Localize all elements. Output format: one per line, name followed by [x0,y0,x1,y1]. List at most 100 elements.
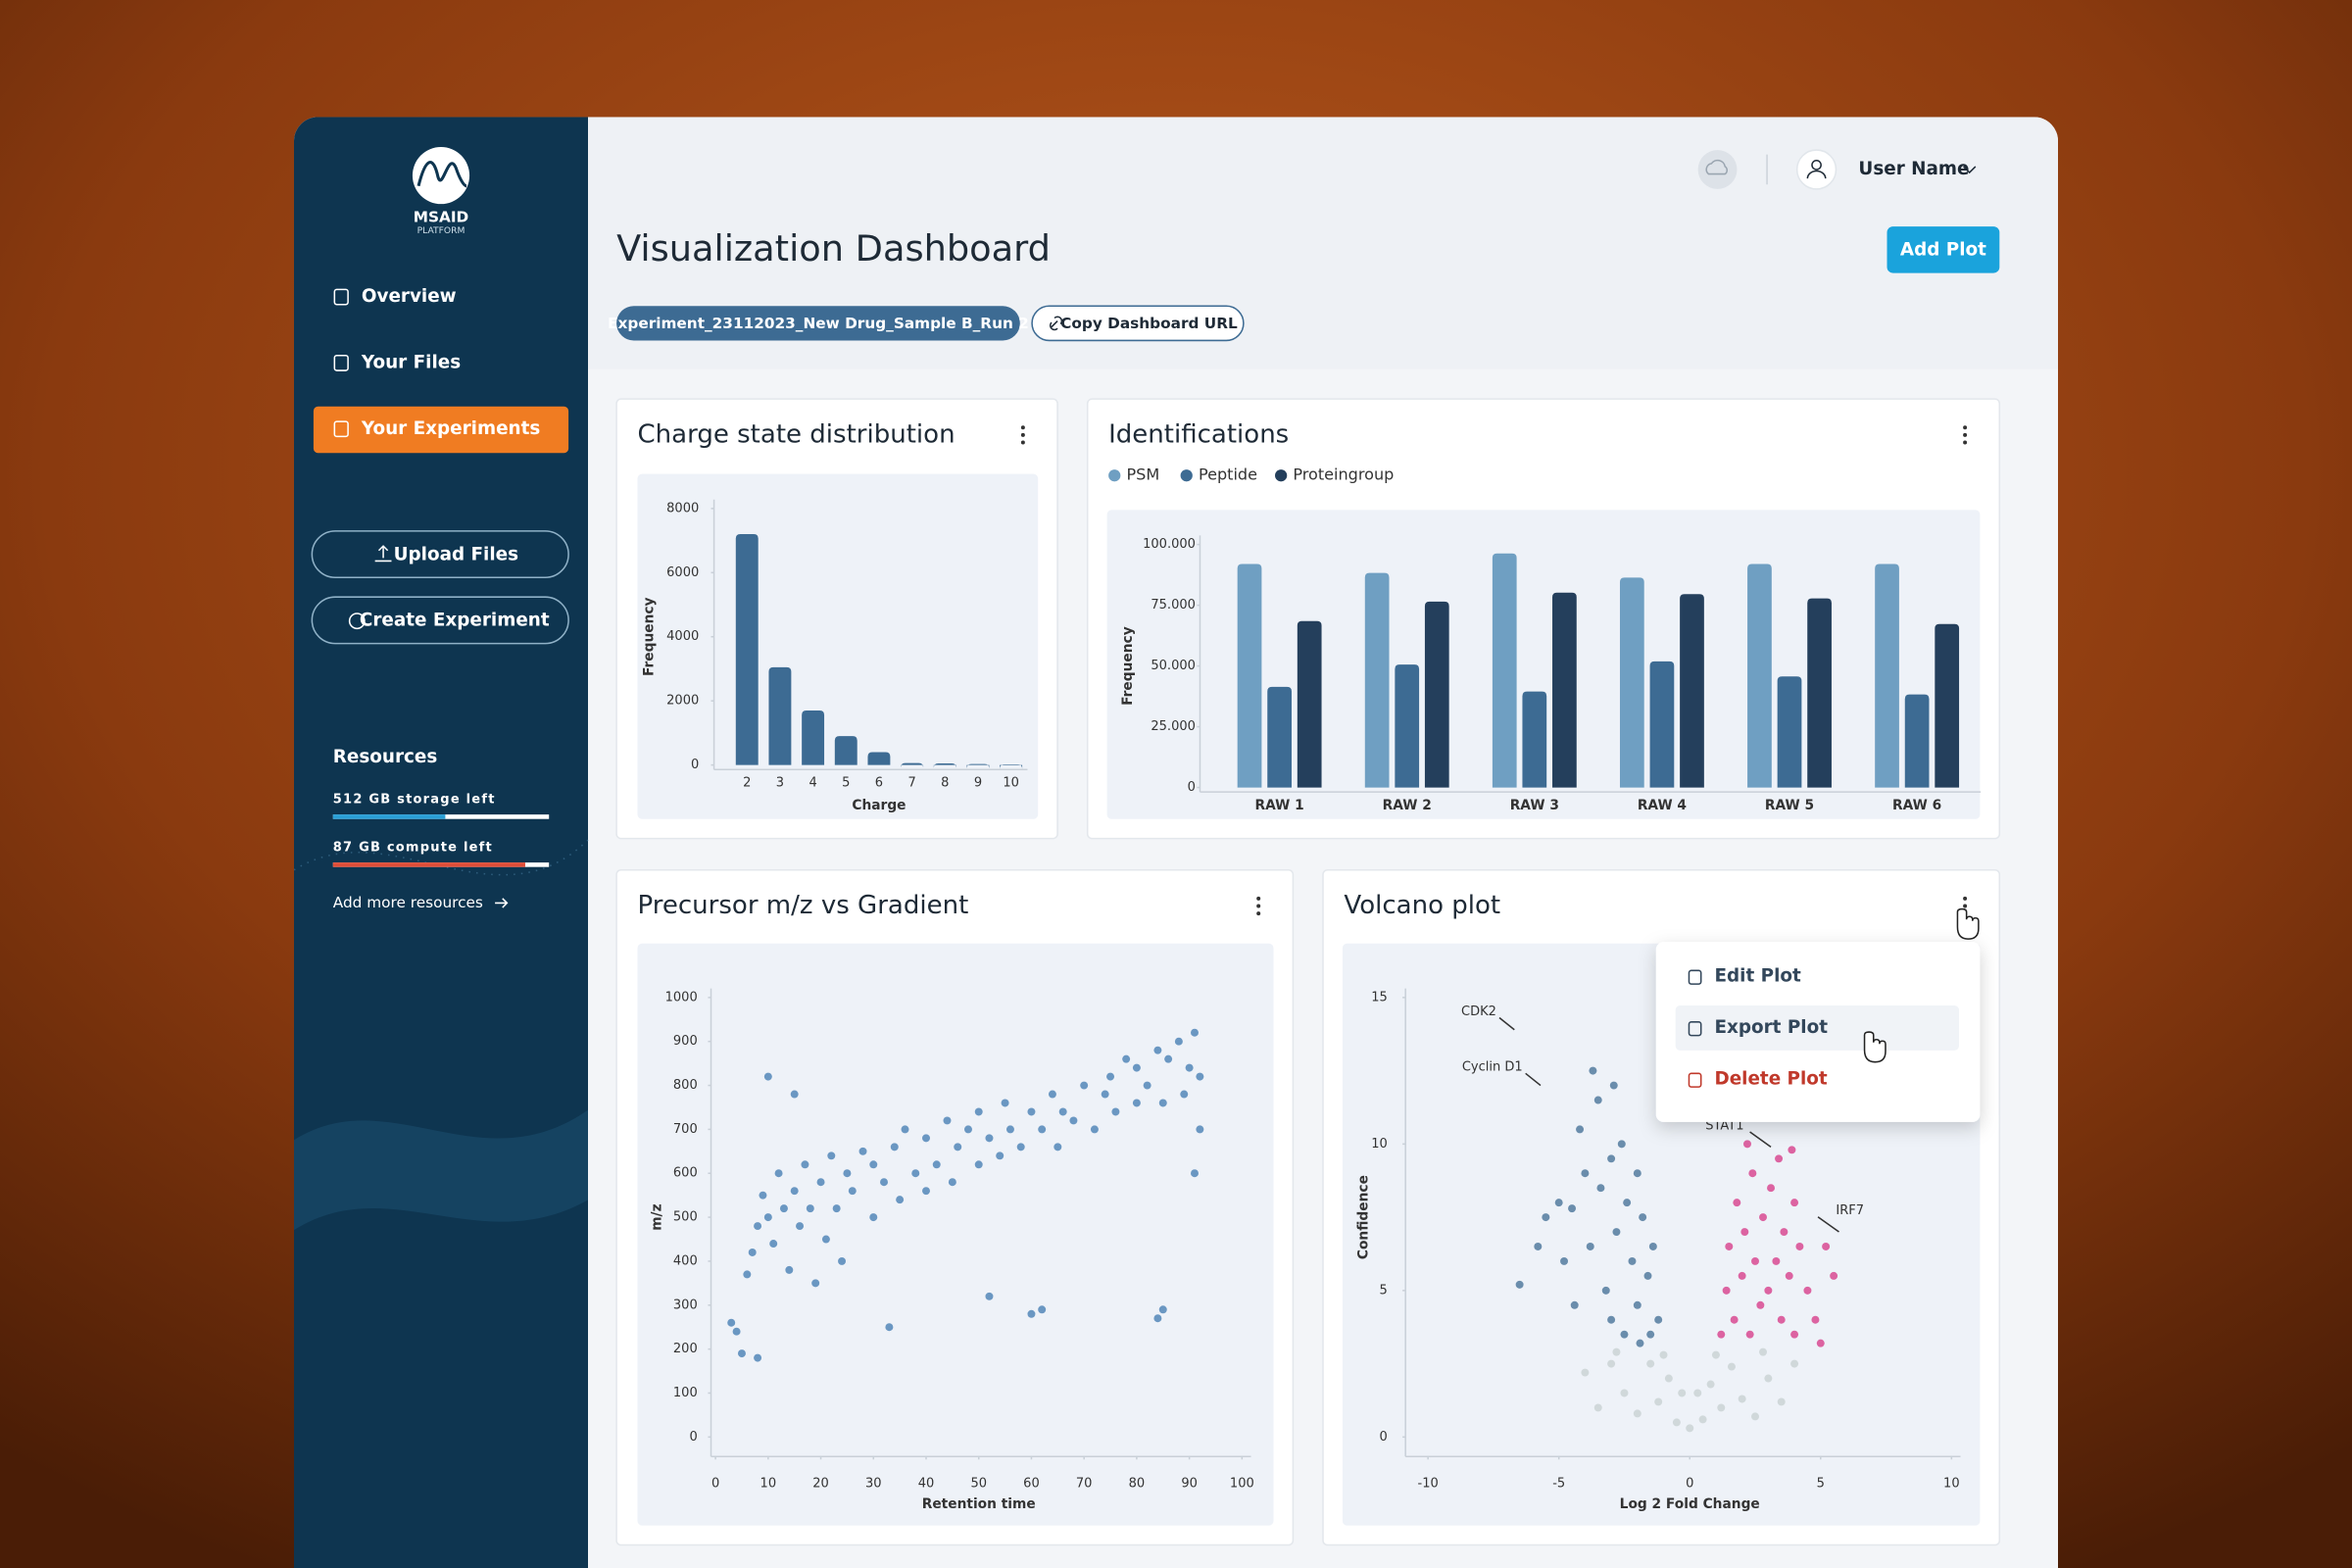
point [732,1327,741,1336]
point [1764,1286,1773,1295]
upload-button[interactable] [311,530,569,579]
point [1620,1330,1629,1339]
point [1740,1228,1749,1237]
point [1672,1418,1681,1427]
point [769,1240,778,1248]
point [1607,1315,1616,1324]
point [1560,1256,1569,1265]
nav-item[interactable]: Your Experiments [361,418,540,439]
y-tick-label: 5 [1380,1283,1388,1298]
bar [802,710,825,765]
point [1609,1081,1618,1090]
bar [834,736,858,765]
point [1069,1116,1078,1125]
create-button[interactable] [311,596,569,645]
point [1633,1300,1642,1309]
point [1816,1339,1825,1348]
point [1576,1125,1585,1134]
x-axis-label: Retention time [922,1496,1036,1512]
bar [1395,664,1420,788]
y-tick-label: 75.000 [1151,598,1196,612]
point [1790,1359,1799,1368]
point [1153,1314,1162,1323]
nav-item[interactable]: Overview [362,286,457,307]
menu-item[interactable]: Export Plot [1714,1017,1828,1038]
bar [1680,594,1704,788]
resources-link[interactable]: Add more resources [333,894,483,911]
point [1743,1140,1751,1149]
point [1005,1125,1014,1134]
chart-title: Charge state distribution [638,419,956,449]
x-tick-label: 2 [743,775,751,790]
point [1174,1037,1183,1046]
bar [1875,564,1899,788]
point [743,1270,752,1279]
point [1080,1081,1089,1090]
x-tick-label: 4 [808,775,816,790]
menu-item[interactable]: Delete Plot [1714,1068,1827,1089]
add-plot-button[interactable] [1886,226,2000,273]
x-tick-label: 10 [760,1476,777,1491]
point [1759,1348,1767,1356]
menu-icon [1688,969,1702,985]
x-tick-label: RAW 6 [1892,798,1941,813]
bar [1807,598,1832,788]
point [1617,1140,1626,1149]
user-name[interactable]: User Name [1858,159,1969,179]
copy-url-button[interactable] [1031,305,1245,342]
resource-fill [332,814,446,819]
legend-swatch [1108,469,1121,482]
experiment-pill[interactable] [616,306,1020,341]
nav-item[interactable]: Your Files [361,352,461,372]
point [974,1107,983,1116]
point [1654,1397,1663,1406]
nav-icon [333,420,349,438]
resource-label: 512 GB storage left [333,792,496,807]
point [1733,1199,1741,1207]
point [932,1160,941,1169]
point [858,1147,867,1155]
point [1633,1169,1642,1178]
menu-item[interactable]: Edit Plot [1714,965,1801,986]
x-tick-label: 40 [918,1476,935,1491]
kebab-dot [1020,440,1025,445]
point [943,1116,952,1125]
bar [1935,623,1960,788]
point [922,1187,930,1196]
point [1568,1204,1577,1213]
point [869,1213,878,1222]
bar [1267,686,1292,788]
point [974,1160,983,1169]
nav-active [313,406,569,454]
point [1811,1315,1820,1324]
bar [1297,620,1322,788]
create-label: Create Experiment [360,611,550,631]
point [1143,1081,1152,1090]
point [869,1160,878,1169]
point [1830,1271,1838,1280]
cloud-button[interactable] [1697,150,1738,189]
point [1698,1415,1707,1424]
kebab-dot [1020,425,1025,430]
point [1164,1054,1173,1063]
bar [1000,763,1023,769]
point [790,1187,799,1196]
plot-bg [637,943,1274,1526]
point [1196,1125,1204,1134]
point [1777,1315,1786,1324]
annotation-arrow [1817,1216,1839,1233]
point [1106,1072,1115,1081]
chart-card: Identifications 0 25.000 50.000 75.000 100.00… [1086,398,2001,840]
y-tick-label: 500 [673,1210,698,1225]
y-tick-label: 900 [673,1034,698,1049]
legend-label: Proteingroup [1293,466,1394,484]
y-tick-label: 4000 [666,629,699,644]
point [1764,1374,1773,1383]
point [1180,1090,1189,1099]
x-axis-label: Charge [852,798,906,813]
point [1607,1359,1616,1368]
point [1048,1090,1056,1099]
avatar-head [1811,160,1822,171]
x-tick-label: 5 [842,775,850,790]
